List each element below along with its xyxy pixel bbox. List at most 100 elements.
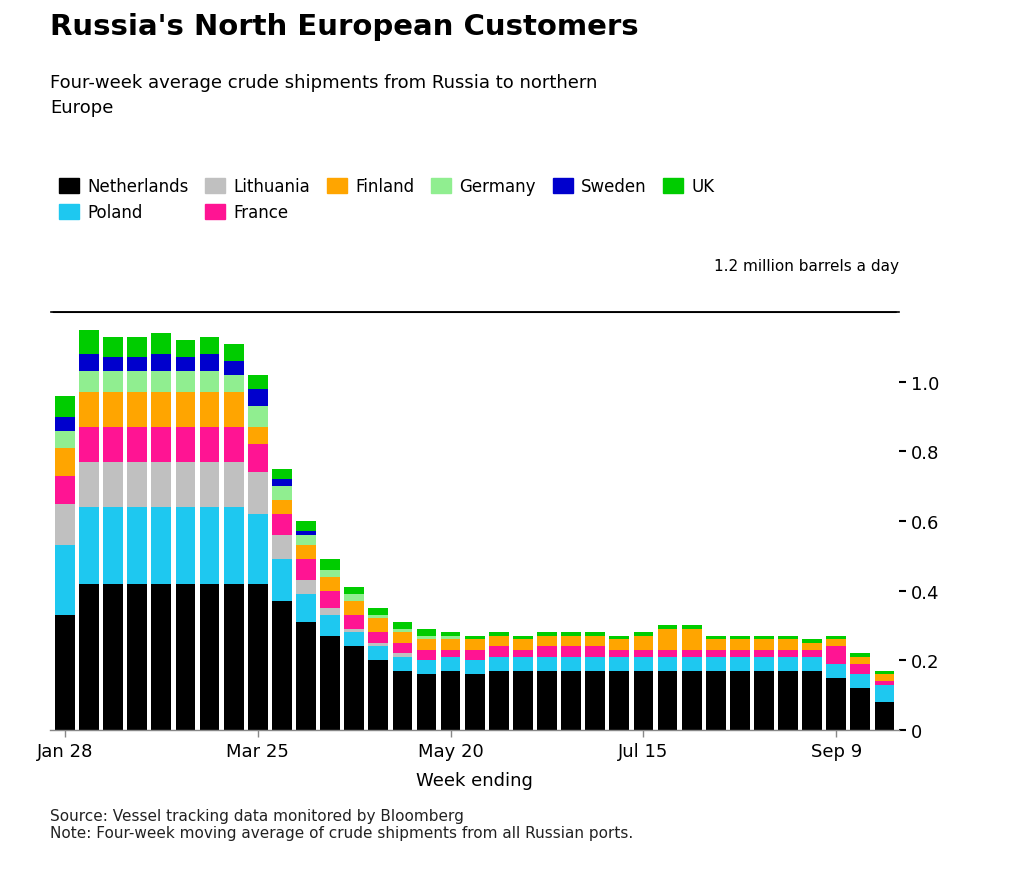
Bar: [489, 633, 509, 636]
Bar: [152, 428, 172, 462]
Bar: [224, 428, 243, 462]
Bar: [247, 584, 268, 730]
Bar: [152, 584, 172, 730]
Bar: [79, 330, 99, 355]
Bar: [850, 657, 871, 664]
Bar: [850, 688, 871, 730]
Bar: [682, 671, 702, 730]
Bar: [320, 577, 340, 591]
Bar: [416, 650, 436, 660]
Bar: [393, 643, 412, 653]
Bar: [369, 660, 388, 730]
Bar: [802, 643, 822, 650]
Bar: [537, 636, 557, 647]
Bar: [826, 640, 846, 647]
Bar: [489, 671, 509, 730]
Bar: [875, 681, 894, 685]
Bar: [440, 671, 461, 730]
Bar: [730, 636, 749, 640]
Bar: [658, 650, 678, 657]
Bar: [730, 650, 749, 657]
Bar: [176, 393, 195, 428]
Bar: [440, 650, 461, 657]
Bar: [369, 647, 388, 660]
Bar: [393, 653, 412, 657]
Bar: [658, 629, 678, 650]
Bar: [247, 407, 268, 428]
Bar: [176, 372, 195, 393]
Bar: [272, 601, 292, 730]
Bar: [537, 671, 557, 730]
Bar: [416, 660, 436, 674]
Bar: [200, 462, 219, 507]
Bar: [682, 629, 702, 650]
Bar: [465, 636, 485, 640]
Bar: [176, 358, 195, 372]
Bar: [224, 375, 243, 393]
Bar: [272, 469, 292, 480]
Bar: [778, 657, 798, 671]
Bar: [103, 428, 123, 462]
Bar: [682, 657, 702, 671]
Bar: [754, 636, 774, 640]
Bar: [272, 501, 292, 514]
Bar: [513, 640, 533, 650]
Bar: [416, 640, 436, 650]
Bar: [440, 633, 461, 636]
Bar: [79, 428, 99, 462]
Bar: [633, 636, 653, 650]
Bar: [200, 355, 219, 372]
Bar: [103, 337, 123, 358]
Bar: [200, 372, 219, 393]
Bar: [224, 344, 243, 362]
Bar: [826, 647, 846, 664]
Bar: [56, 615, 75, 730]
Bar: [393, 622, 412, 629]
Bar: [127, 428, 147, 462]
Text: 1.2 million barrels a day: 1.2 million barrels a day: [714, 259, 899, 274]
Bar: [152, 372, 172, 393]
Bar: [416, 636, 436, 640]
Bar: [296, 560, 316, 580]
Bar: [200, 507, 219, 584]
Bar: [826, 678, 846, 730]
Bar: [320, 591, 340, 608]
Bar: [79, 393, 99, 428]
Bar: [682, 650, 702, 657]
Bar: [56, 504, 75, 546]
Bar: [200, 584, 219, 730]
Bar: [802, 671, 822, 730]
Bar: [79, 355, 99, 372]
Bar: [875, 685, 894, 702]
Bar: [706, 636, 725, 640]
Bar: [176, 462, 195, 507]
Bar: [706, 640, 725, 650]
Bar: [176, 584, 195, 730]
Bar: [247, 389, 268, 407]
Bar: [730, 657, 749, 671]
Bar: [875, 702, 894, 730]
Bar: [465, 660, 485, 674]
Bar: [56, 546, 75, 615]
Bar: [369, 619, 388, 633]
Bar: [537, 633, 557, 636]
Bar: [127, 584, 147, 730]
Bar: [176, 341, 195, 358]
Bar: [296, 546, 316, 560]
Bar: [706, 650, 725, 657]
Bar: [152, 462, 172, 507]
Bar: [320, 615, 340, 636]
Bar: [586, 657, 605, 671]
Bar: [176, 507, 195, 584]
Bar: [465, 640, 485, 650]
Bar: [103, 462, 123, 507]
Bar: [296, 580, 316, 594]
Bar: [127, 462, 147, 507]
Bar: [586, 647, 605, 657]
Bar: [200, 428, 219, 462]
Bar: [658, 671, 678, 730]
Bar: [513, 671, 533, 730]
Bar: [247, 428, 268, 445]
Bar: [369, 643, 388, 647]
Bar: [56, 431, 75, 448]
